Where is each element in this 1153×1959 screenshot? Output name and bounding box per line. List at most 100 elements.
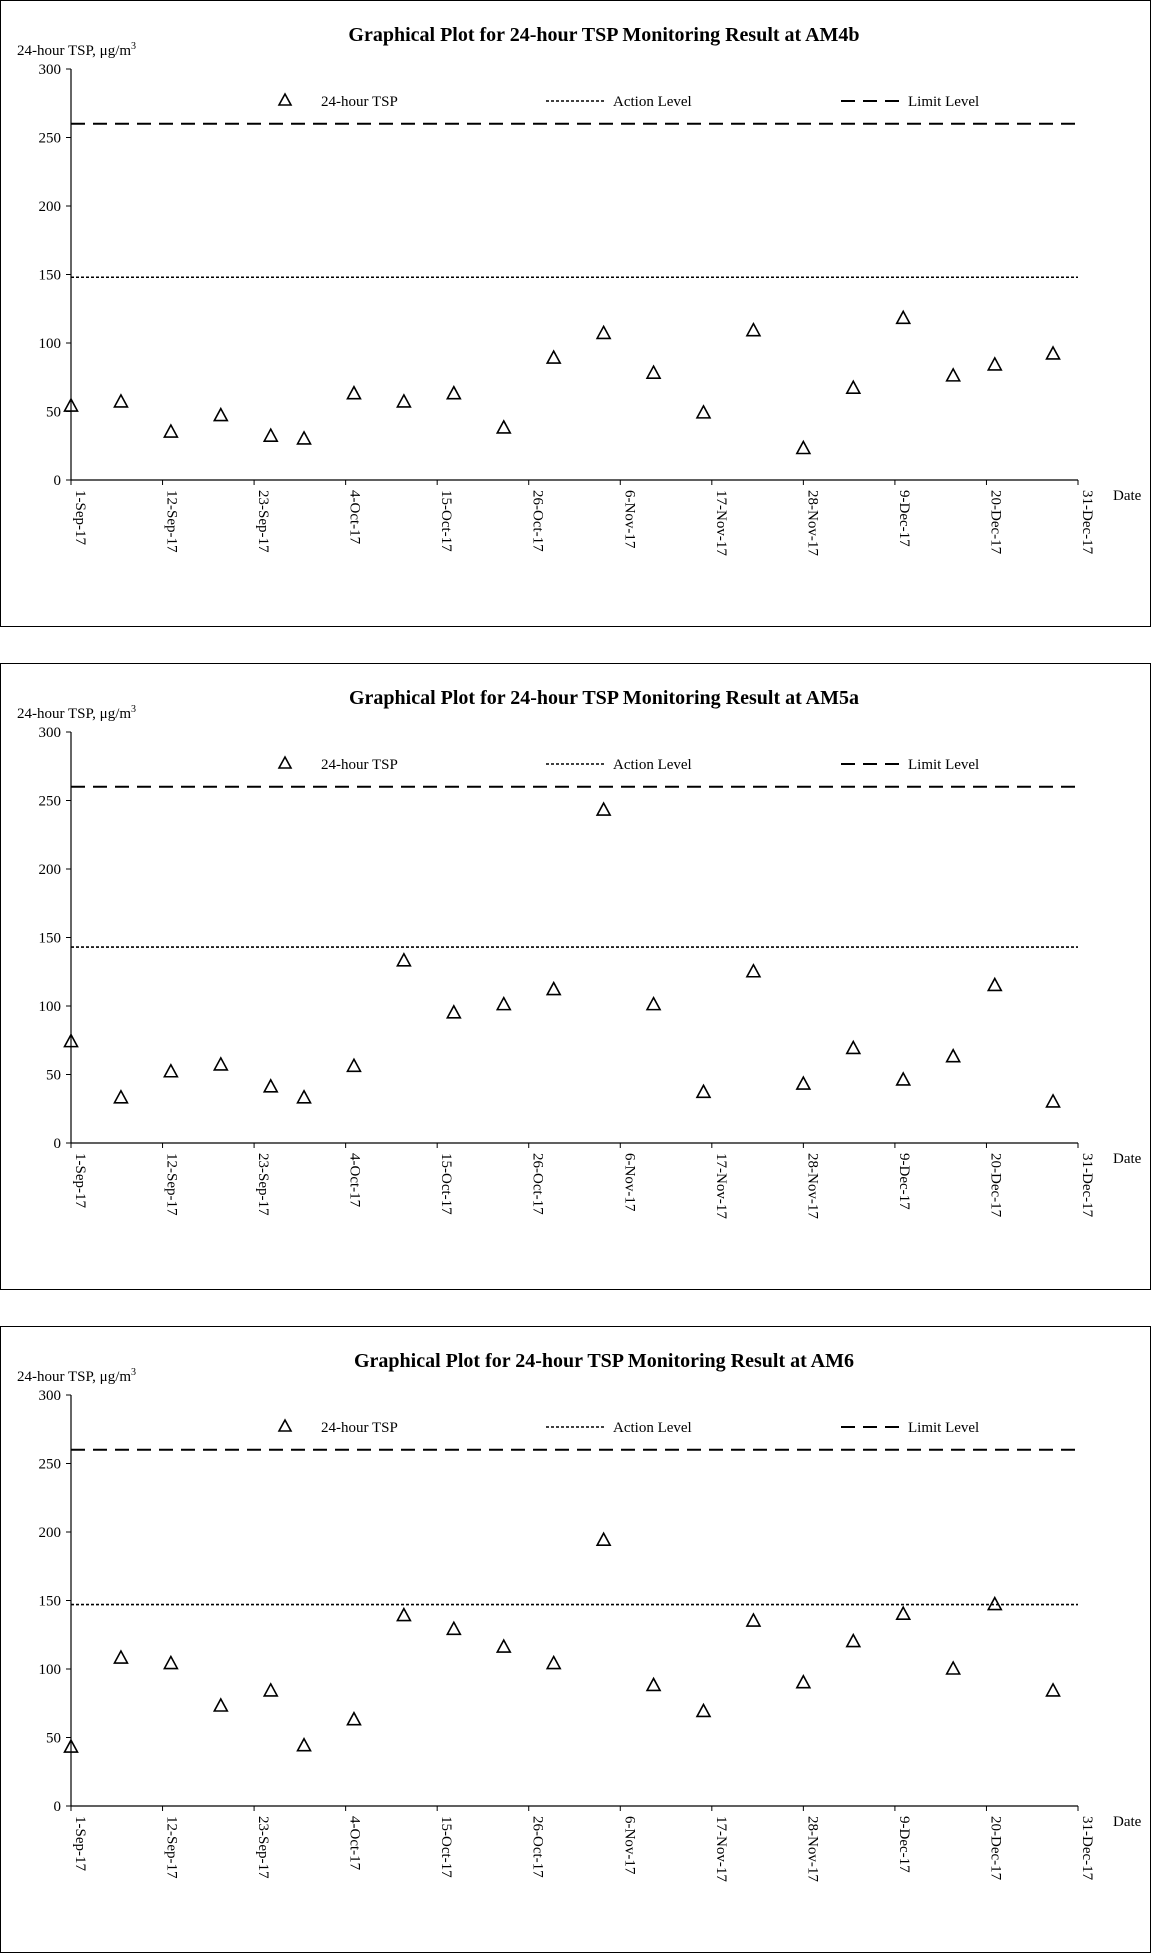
legend-label-limit: Limit Level — [908, 1420, 979, 1436]
x-tick-label: 15-Oct-17 — [438, 1153, 454, 1215]
x-axis-label: Date — [1113, 1814, 1142, 1830]
data-point-tsp — [262, 427, 279, 442]
legend-marker-tsp — [277, 1418, 293, 1432]
data-point-tsp — [63, 1738, 79, 1753]
x-tick-label: 23-Sep-17 — [255, 1153, 271, 1216]
data-point-tsp — [113, 1089, 129, 1104]
x-tick-label: 17-Nov-17 — [713, 1816, 729, 1882]
x-tick-label: 6-Nov-17 — [621, 1816, 637, 1875]
data-point-tsp — [396, 1606, 412, 1622]
data-point-tsp — [163, 1063, 179, 1078]
chart-am6: Graphical Plot for 24-hour TSP Monitorin… — [17, 1350, 1142, 1882]
x-axis-label: Date — [1113, 1151, 1142, 1167]
data-point-tsp — [545, 1654, 562, 1670]
x-tick-label: 31-Dec-17 — [1079, 1816, 1095, 1881]
chart-panel-am5a: Graphical Plot for 24-hour TSP Monitorin… — [0, 663, 1151, 1290]
x-tick-label: 26-Oct-17 — [530, 490, 546, 552]
chart-panel-am4b: Graphical Plot for 24-hour TSP Monitorin… — [0, 0, 1151, 627]
x-tick-label: 31-Dec-17 — [1079, 1153, 1095, 1218]
y-tick-label: 100 — [39, 1662, 62, 1678]
data-point-tsp — [63, 1032, 79, 1048]
y-tick-label: 100 — [39, 336, 62, 352]
y-axis-label-superscript: 3 — [131, 704, 136, 715]
legend-label-tsp: 24-hour TSP — [321, 1420, 398, 1436]
y-tick-label: 300 — [39, 62, 62, 78]
data-point-tsp — [745, 321, 762, 337]
data-point-tsp — [212, 1697, 229, 1712]
x-tick-label: 26-Oct-17 — [530, 1153, 546, 1215]
x-axis-label: Date — [1113, 488, 1142, 504]
y-tick-label: 100 — [39, 999, 62, 1015]
chart-title: Graphical Plot for 24-hour TSP Monitorin… — [349, 687, 859, 709]
data-point-tsp — [595, 801, 612, 816]
data-point-tsp — [396, 393, 412, 408]
y-axis-label-superscript: 3 — [131, 1367, 136, 1378]
y-tick-label: 250 — [39, 1457, 62, 1473]
y-axis-label: 24-hour TSP, μg/m3 — [17, 1367, 136, 1385]
x-tick-label: 28-Nov-17 — [804, 1153, 820, 1219]
data-point-tsp — [545, 349, 562, 364]
x-tick-label: 12-Sep-17 — [164, 1816, 180, 1879]
y-tick-label: 0 — [54, 473, 62, 489]
y-tick-label: 300 — [39, 1388, 62, 1404]
y-tick-label: 200 — [39, 862, 62, 878]
data-point-tsp — [346, 1057, 362, 1073]
x-tick-label: 20-Dec-17 — [987, 1816, 1003, 1881]
data-point-tsp — [113, 1649, 129, 1664]
x-tick-label: 4-Oct-17 — [347, 1153, 363, 1208]
data-point-tsp — [645, 995, 662, 1011]
data-point-tsp — [1045, 345, 1061, 360]
y-tick-label: 150 — [39, 1594, 62, 1610]
x-tick-label: 6-Nov-17 — [621, 1153, 637, 1212]
y-tick-label: 200 — [39, 199, 62, 215]
data-point-tsp — [986, 1595, 1003, 1611]
x-tick-label: 12-Sep-17 — [164, 1153, 180, 1216]
data-point-tsp — [945, 1048, 962, 1063]
data-point-tsp — [212, 406, 229, 422]
x-tick-label: 26-Oct-17 — [530, 1816, 546, 1878]
y-axis-label-superscript: 3 — [131, 41, 136, 52]
data-point-tsp — [163, 423, 179, 438]
y-tick-label: 0 — [54, 1799, 62, 1815]
legend-label-limit: Limit Level — [908, 94, 979, 110]
x-tick-label: 15-Oct-17 — [438, 490, 454, 552]
legend-marker-tsp — [277, 92, 293, 106]
legend-label-tsp: 24-hour TSP — [321, 757, 398, 773]
legend-label-action: Action Level — [613, 1420, 692, 1436]
x-tick-label: 9-Dec-17 — [896, 1153, 912, 1210]
data-point-tsp — [262, 1682, 279, 1697]
data-point-tsp — [1045, 1093, 1061, 1108]
chart-title: Graphical Plot for 24-hour TSP Monitorin… — [354, 1350, 854, 1372]
legend-label-limit: Limit Level — [908, 757, 979, 773]
x-tick-label: 9-Dec-17 — [896, 1816, 912, 1873]
data-point-tsp — [745, 963, 762, 978]
x-tick-label: 20-Dec-17 — [987, 490, 1003, 555]
y-axis-label-text: 24-hour TSP, μg/m — [17, 43, 131, 59]
y-tick-label: 150 — [39, 268, 62, 284]
y-tick-label: 200 — [39, 1525, 62, 1541]
data-point-tsp — [445, 1004, 462, 1019]
data-point-tsp — [645, 1676, 662, 1692]
data-point-tsp — [795, 439, 812, 455]
data-point-tsp — [1045, 1682, 1061, 1697]
data-point-tsp — [695, 1083, 712, 1099]
legend-label-tsp: 24-hour TSP — [321, 94, 398, 110]
x-tick-label: 17-Nov-17 — [713, 490, 729, 556]
x-tick-label: 28-Nov-17 — [804, 490, 820, 556]
y-tick-label: 250 — [39, 131, 62, 147]
data-point-tsp — [895, 1071, 912, 1086]
data-point-tsp — [346, 385, 362, 400]
data-point-tsp — [495, 995, 512, 1011]
y-tick-label: 50 — [46, 1731, 61, 1747]
y-axis-label: 24-hour TSP, μg/m3 — [17, 41, 136, 59]
chart-panel-am6: Graphical Plot for 24-hour TSP Monitorin… — [0, 1326, 1151, 1953]
data-point-tsp — [445, 385, 462, 400]
data-point-tsp — [845, 1039, 862, 1055]
data-point-tsp — [495, 419, 512, 434]
x-tick-label: 1-Sep-17 — [72, 490, 88, 545]
data-point-tsp — [795, 1075, 812, 1090]
data-point-tsp — [296, 1737, 312, 1752]
y-tick-label: 250 — [39, 794, 62, 810]
x-tick-label: 23-Sep-17 — [255, 490, 271, 553]
data-point-tsp — [595, 324, 612, 340]
